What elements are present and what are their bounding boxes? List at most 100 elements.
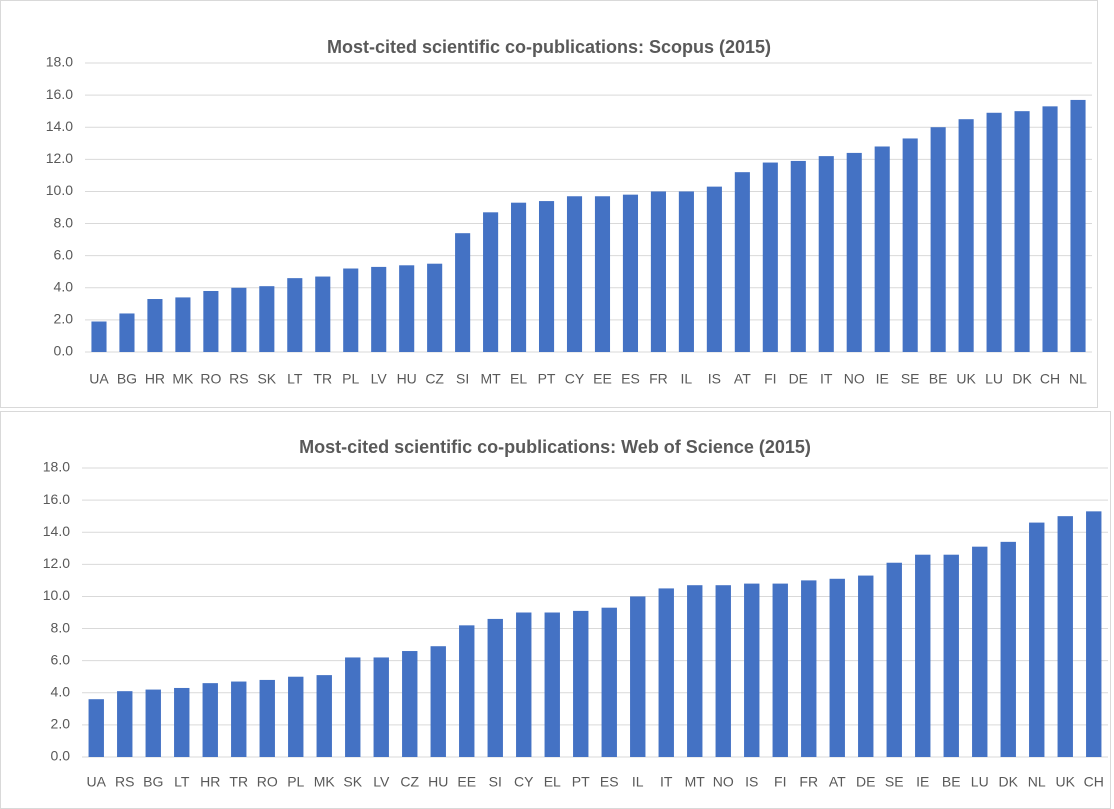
x-tick-label: BG — [143, 774, 163, 790]
x-tick-label: CZ — [425, 371, 444, 387]
x-tick-label: HU — [428, 774, 448, 790]
bar — [147, 299, 163, 352]
y-tick-label: 8.0 — [51, 619, 71, 635]
bar — [145, 689, 161, 757]
bar — [715, 585, 731, 757]
y-tick-label: 12.0 — [46, 150, 73, 166]
x-tick-label: HR — [200, 774, 220, 790]
bar — [288, 676, 304, 757]
bar — [902, 138, 918, 352]
x-tick-label: EL — [544, 774, 561, 790]
bar — [650, 191, 666, 352]
x-tick-label: DE — [856, 774, 875, 790]
x-tick-label: NL — [1028, 774, 1046, 790]
x-tick-label: MT — [685, 774, 706, 790]
x-tick-label: FI — [764, 371, 776, 387]
y-tick-label: 6.0 — [54, 246, 74, 262]
bar — [846, 152, 862, 352]
chart-frame — [0, 0, 1098, 408]
bar — [402, 651, 418, 757]
x-tick-label: BG — [117, 371, 137, 387]
x-tick-label: LU — [971, 774, 989, 790]
bar — [958, 119, 974, 352]
bar — [1086, 511, 1102, 757]
bar — [986, 112, 1002, 353]
y-tick-label: 2.0 — [54, 311, 74, 327]
x-tick-label: DK — [1012, 371, 1032, 387]
bar — [459, 625, 475, 757]
bar — [343, 268, 359, 352]
x-tick-label: PL — [342, 371, 359, 387]
x-tick-label: CY — [514, 774, 534, 790]
bar — [544, 612, 560, 757]
x-tick-label: IE — [876, 371, 889, 387]
x-tick-label: PT — [538, 371, 556, 387]
x-tick-label: UK — [1056, 774, 1076, 790]
x-tick-label: SI — [456, 371, 469, 387]
bar — [373, 657, 389, 757]
bar — [734, 172, 750, 352]
bar — [943, 554, 959, 757]
x-tick-label: FI — [774, 774, 786, 790]
x-tick-label: IS — [745, 774, 758, 790]
bar — [430, 646, 446, 757]
x-tick-label: MK — [314, 774, 336, 790]
x-tick-label: NO — [844, 371, 865, 387]
x-tick-label: RS — [115, 774, 134, 790]
y-tick-label: 6.0 — [51, 651, 71, 667]
x-tick-label: BE — [942, 774, 961, 790]
x-tick-label: NL — [1069, 371, 1087, 387]
bar — [117, 691, 133, 757]
x-tick-label: SE — [885, 774, 904, 790]
x-tick-label: IE — [916, 774, 929, 790]
x-tick-label: LV — [371, 371, 388, 387]
bar — [483, 212, 499, 352]
bar — [511, 202, 527, 352]
bar — [687, 585, 703, 757]
bar — [1057, 516, 1073, 757]
x-tick-label: SK — [257, 371, 276, 387]
bar — [119, 313, 135, 352]
bar — [538, 201, 555, 352]
bar — [455, 233, 471, 352]
x-tick-label: LU — [985, 371, 1003, 387]
x-tick-label: RO — [257, 774, 278, 790]
bar — [1000, 541, 1016, 757]
x-tick-label: MK — [172, 371, 194, 387]
x-tick-label: IL — [632, 774, 644, 790]
x-tick-label: PT — [572, 774, 590, 790]
bar — [772, 583, 788, 757]
y-tick-label: 10.0 — [43, 587, 70, 603]
bar — [174, 687, 190, 757]
x-tick-label: DK — [999, 774, 1019, 790]
x-tick-label: CY — [565, 371, 585, 387]
bar — [886, 562, 902, 757]
x-tick-label: EE — [593, 371, 612, 387]
x-tick-label: FR — [799, 774, 818, 790]
bar — [594, 196, 611, 352]
bar — [1014, 111, 1030, 353]
y-tick-label: 14.0 — [46, 118, 73, 134]
bar — [622, 194, 639, 352]
x-tick-label: MT — [480, 371, 501, 387]
x-tick-label: AT — [734, 371, 751, 387]
bar — [202, 683, 218, 757]
bar — [1042, 106, 1058, 352]
x-tick-label: IS — [708, 371, 721, 387]
x-tick-label: UA — [89, 371, 109, 387]
x-tick-label: EL — [510, 371, 527, 387]
bar — [706, 186, 722, 352]
bar — [874, 146, 890, 352]
x-tick-label: CH — [1084, 774, 1104, 790]
x-tick-label: UA — [87, 774, 107, 790]
y-tick-label: 12.0 — [43, 555, 70, 571]
x-tick-label: NO — [713, 774, 734, 790]
x-tick-label: SK — [343, 774, 362, 790]
x-tick-label: IL — [681, 371, 693, 387]
y-tick-label: 10.0 — [46, 182, 73, 198]
x-tick-label: ES — [621, 371, 640, 387]
y-tick-label: 0.0 — [51, 748, 71, 764]
bar — [231, 287, 247, 352]
chart-title: Most-cited scientific co-publications: W… — [299, 437, 811, 457]
